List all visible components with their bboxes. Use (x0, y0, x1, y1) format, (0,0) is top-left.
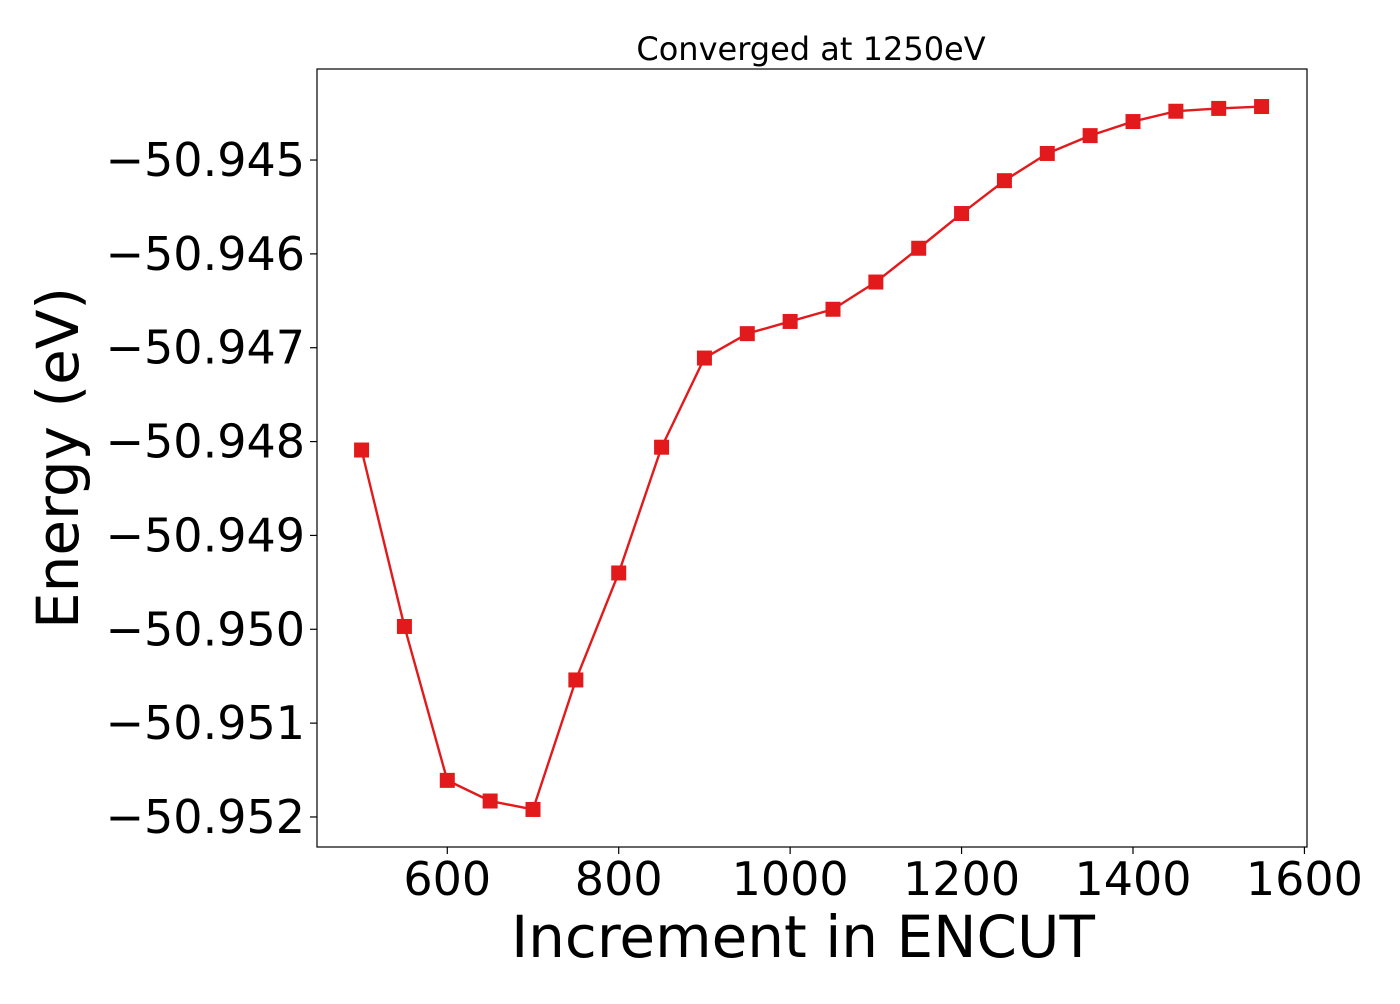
data-point (439, 772, 455, 788)
data-point (654, 439, 670, 455)
data-point (696, 350, 712, 366)
data-point (482, 793, 498, 809)
data-point (1211, 100, 1227, 116)
data-point (611, 565, 627, 581)
x-tick-label: 800 (575, 852, 663, 906)
x-tick-label: 1200 (903, 852, 1020, 906)
data-point (1125, 114, 1141, 130)
x-axis-ticks: 600 800 1000 1200 1400 1600 (403, 847, 1363, 906)
data-point (954, 206, 970, 222)
plot-area (354, 99, 1270, 817)
y-tick-label: −50.949 (106, 508, 306, 562)
chart-title: Converged at 1250eV (636, 30, 985, 68)
data-point (1254, 99, 1270, 115)
data-point (354, 442, 370, 458)
data-point (525, 801, 541, 817)
data-point (911, 240, 927, 256)
y-tick-label: −50.945 (106, 133, 306, 187)
y-tick-label: −50.946 (106, 227, 306, 281)
y-tick-label: −50.951 (106, 696, 306, 750)
y-axis-ticks: −50.945 −50.946 −50.947 −50.948 −50.949 −50.9… (106, 133, 317, 844)
x-tick-label: 1000 (732, 852, 849, 906)
y-tick-label: −50.947 (106, 321, 306, 375)
data-point (739, 326, 755, 342)
plot-frame (316, 68, 1308, 848)
x-axis-label: Increment in ENCUT (511, 903, 1095, 971)
data-point (568, 672, 584, 688)
data-point (868, 274, 884, 290)
y-tick-label: −50.948 (106, 415, 306, 469)
data-point (1168, 103, 1184, 119)
y-tick-label: −50.952 (106, 790, 306, 844)
data-point (825, 301, 841, 317)
data-point (396, 618, 412, 634)
x-tick-label: 1400 (1074, 852, 1191, 906)
data-point (1039, 145, 1055, 161)
x-tick-label: 600 (403, 852, 491, 906)
data-point (782, 313, 798, 329)
data-point (1082, 128, 1098, 144)
y-axis-label: Energy (eV) (24, 287, 92, 629)
data-point (996, 173, 1012, 189)
x-tick-label: 1600 (1246, 852, 1363, 906)
series-line (360, 105, 1262, 811)
y-tick-label: −50.950 (106, 602, 306, 656)
